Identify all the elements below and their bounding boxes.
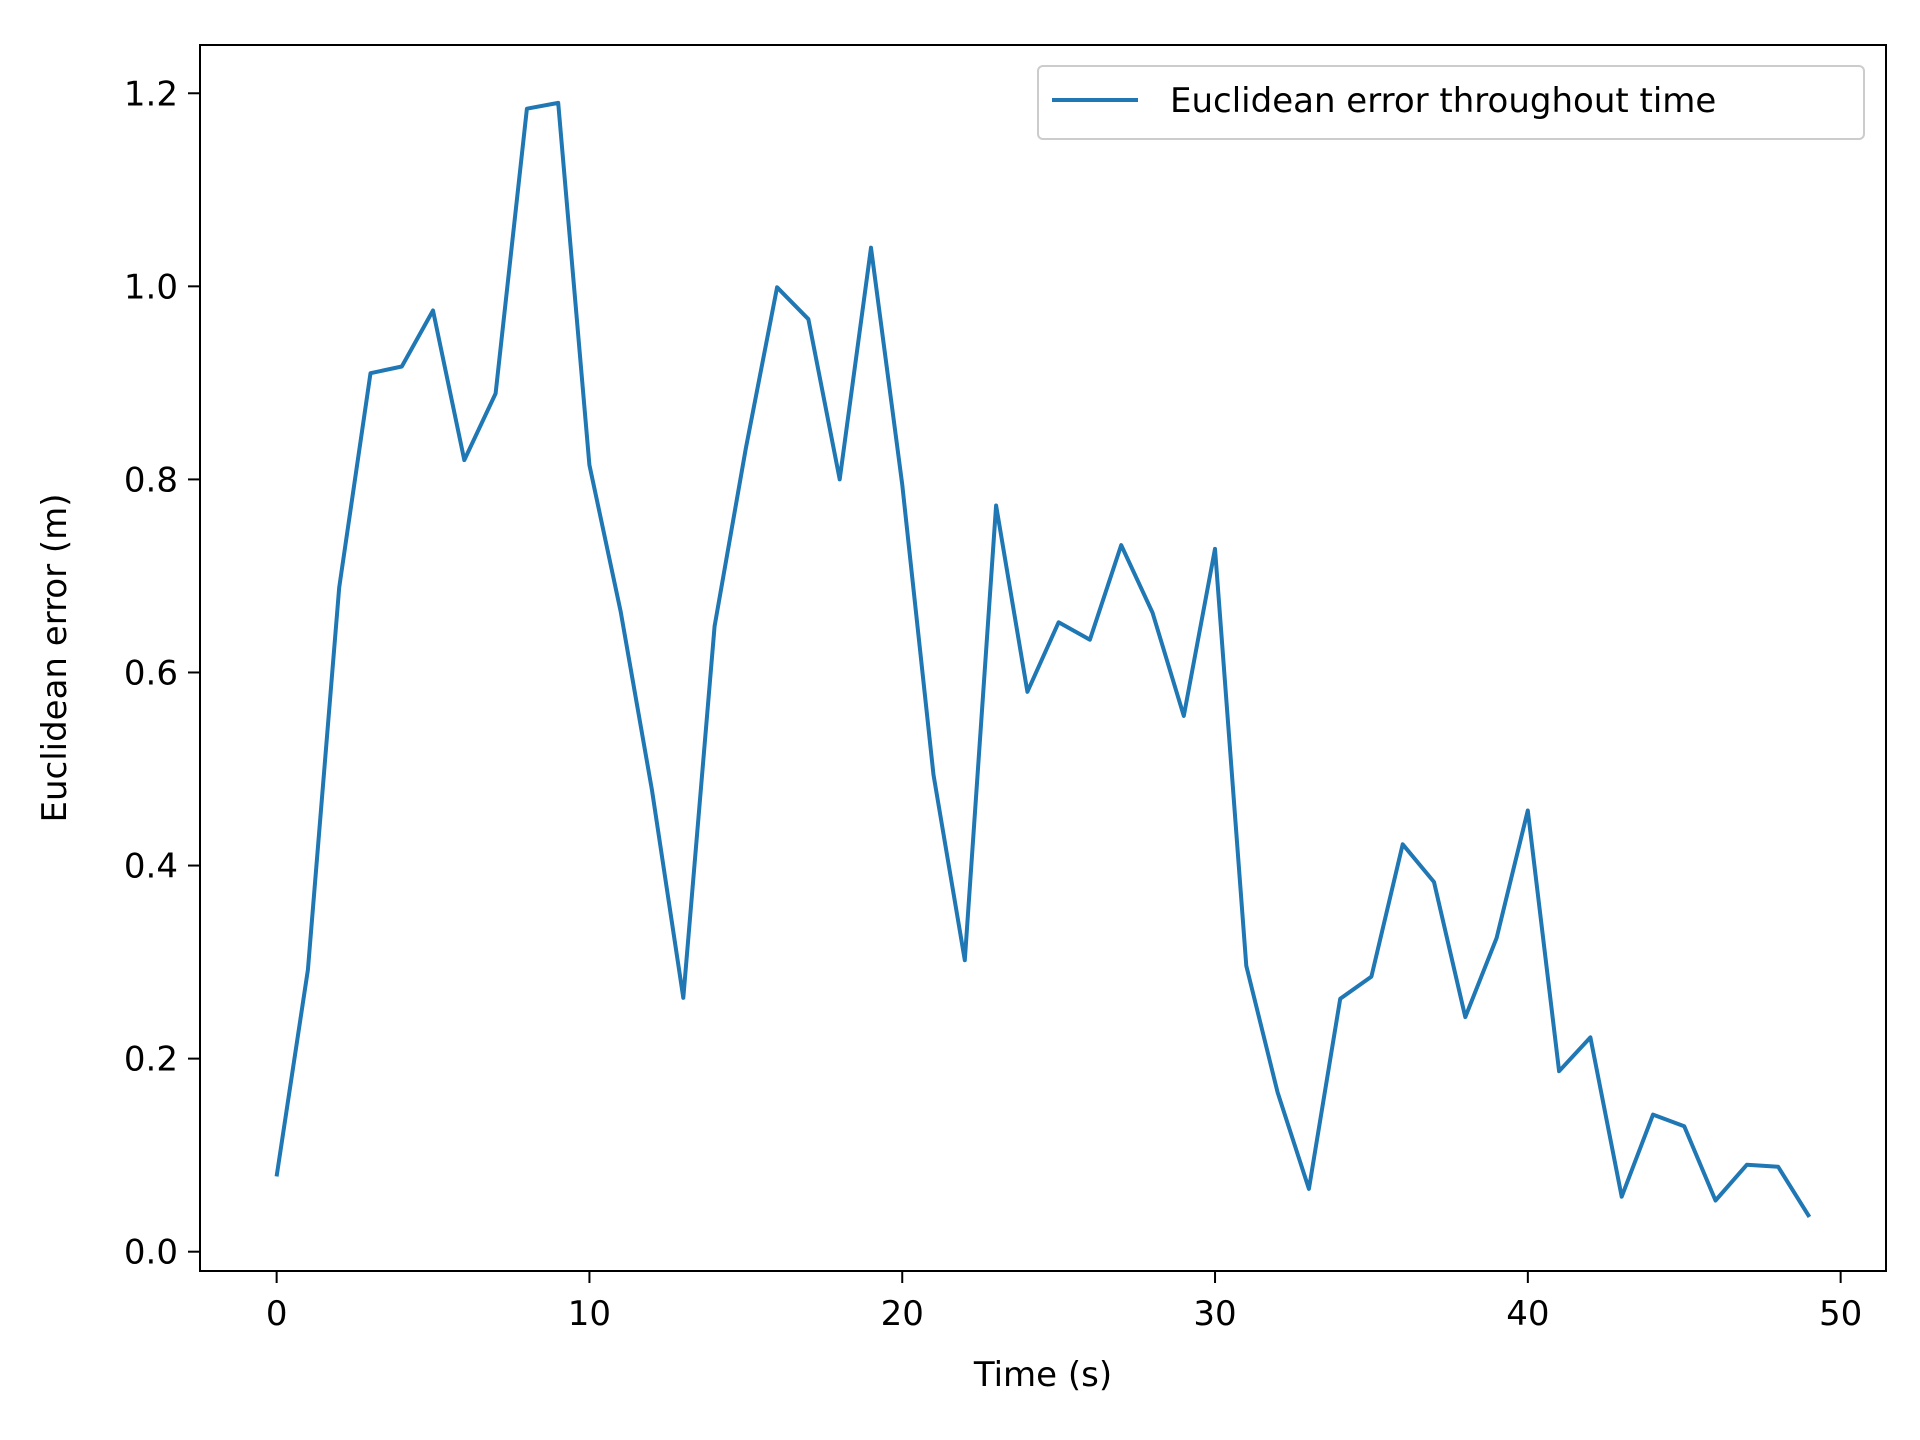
series-line-0 bbox=[274, 100, 1812, 1218]
x-tick-label: 20 bbox=[881, 1294, 924, 1334]
y-tick-label: 0.2 bbox=[124, 1040, 178, 1080]
y-tick-label: 0.6 bbox=[124, 653, 178, 693]
legend: Euclidean error throughout time bbox=[1037, 65, 1865, 140]
x-axis-label: Time (s) bbox=[973, 1355, 1112, 1395]
x-tick-label: 0 bbox=[266, 1294, 288, 1334]
legend-box bbox=[1037, 65, 1865, 140]
y-tick-label: 0.4 bbox=[124, 847, 178, 887]
y-axis-label: Euclidean error (m) bbox=[35, 493, 75, 822]
y-tick-label: 0.8 bbox=[124, 460, 178, 500]
y-tick-label: 1.2 bbox=[124, 74, 178, 114]
plot-frame bbox=[199, 44, 1887, 1272]
y-tick-label: 1.0 bbox=[124, 267, 178, 307]
legend-entry-label: Euclidean error throughout time bbox=[1170, 81, 1716, 121]
y-tick-label: 0.0 bbox=[124, 1233, 178, 1273]
plot-layer bbox=[274, 100, 1812, 1218]
x-tick-label: 50 bbox=[1819, 1294, 1862, 1334]
axes-layer: 0 10 20 30 40 50 0.0 0.2 0.4 0.6 0.8 1.0 1.2 bbox=[124, 44, 1887, 1334]
x-tick-label: 10 bbox=[568, 1294, 611, 1334]
x-tick-label: 30 bbox=[1193, 1294, 1236, 1334]
x-tick-label: 40 bbox=[1506, 1294, 1549, 1334]
